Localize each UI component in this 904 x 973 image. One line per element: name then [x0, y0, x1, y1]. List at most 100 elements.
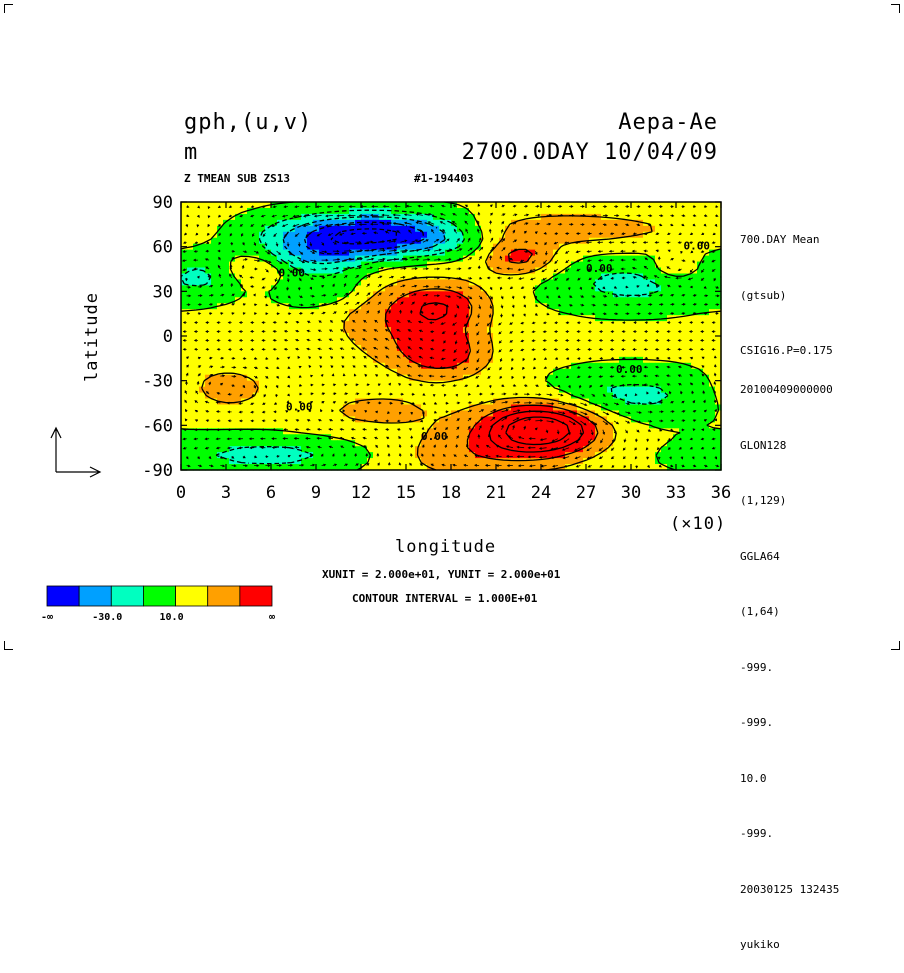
field-cell	[337, 374, 344, 382]
field-cell	[217, 410, 224, 417]
field-cell	[265, 446, 272, 453]
field-cell	[307, 333, 314, 340]
field-cell	[385, 279, 392, 286]
field-cell	[445, 440, 452, 447]
field-cell	[343, 202, 350, 209]
field-cell	[589, 380, 596, 388]
field-cell	[661, 338, 668, 346]
field-cell	[463, 207, 470, 215]
field-cell	[505, 225, 512, 233]
field-cell	[361, 291, 368, 298]
field-cell	[679, 338, 686, 346]
field-cell	[499, 386, 506, 394]
field-cell	[655, 202, 662, 209]
field-cell	[325, 315, 332, 322]
field-cell	[637, 428, 644, 435]
field-cell	[367, 428, 374, 435]
field-cell	[229, 327, 236, 334]
field-cell	[325, 267, 332, 275]
field-cell	[247, 344, 254, 352]
field-cell	[595, 261, 602, 269]
field-cell	[637, 213, 644, 221]
field-cell	[451, 440, 458, 447]
field-cell	[319, 416, 326, 423]
field-cell	[325, 374, 332, 382]
field-cell	[229, 428, 236, 435]
field-cell	[319, 404, 326, 412]
field-cell	[637, 416, 644, 423]
field-cell	[415, 333, 422, 340]
field-cell	[367, 416, 374, 423]
field-cell	[517, 202, 524, 209]
field-cell	[259, 344, 266, 352]
field-cell	[433, 380, 440, 388]
field-cell	[715, 309, 722, 316]
field-cell	[481, 368, 488, 376]
field-cell	[691, 368, 698, 376]
field-cell	[301, 243, 308, 251]
field-cell	[193, 261, 200, 269]
field-cell	[247, 255, 254, 263]
field-cell	[337, 309, 344, 316]
field-cell	[625, 219, 632, 227]
field-cell	[307, 446, 314, 453]
field-cell	[667, 398, 674, 406]
field-cell	[229, 202, 236, 209]
field-cell	[421, 279, 428, 286]
field-cell	[649, 446, 656, 453]
field-cell	[187, 464, 194, 471]
field-cell	[523, 422, 530, 429]
field-cell	[703, 428, 710, 435]
field-cell	[457, 303, 464, 310]
field-cell	[523, 279, 530, 286]
field-cell	[709, 231, 716, 239]
field-cell	[427, 350, 434, 358]
field-cell	[703, 327, 710, 334]
x-tick-label: 27	[576, 483, 596, 503]
field-cell	[331, 249, 338, 257]
field-cell	[703, 374, 710, 382]
field-cell	[601, 237, 608, 245]
field-cell	[361, 267, 368, 275]
field-cell	[259, 273, 266, 281]
field-cell	[685, 327, 692, 334]
field-cell	[559, 297, 566, 304]
field-cell	[691, 458, 698, 465]
field-cell	[673, 303, 680, 310]
field-cell	[193, 452, 200, 459]
field-cell	[253, 309, 260, 316]
field-cell	[337, 386, 344, 394]
field-cell	[187, 213, 194, 221]
field-cell	[391, 213, 398, 221]
field-cell	[715, 291, 722, 298]
field-cell	[619, 273, 626, 281]
field-cell	[307, 315, 314, 322]
field-cell	[565, 434, 572, 441]
field-cell	[319, 392, 326, 400]
field-cell	[235, 249, 242, 257]
field-cell	[235, 362, 242, 370]
field-cell	[685, 291, 692, 298]
field-cell	[583, 333, 590, 340]
field-cell	[517, 219, 524, 227]
field-cell	[199, 380, 206, 388]
field-cell	[583, 273, 590, 281]
field-cell	[535, 327, 542, 334]
field-cell	[709, 202, 716, 209]
field-cell	[421, 386, 428, 394]
field-cell	[337, 338, 344, 346]
field-cell	[409, 225, 416, 233]
field-cell	[259, 285, 266, 292]
field-cell	[541, 392, 548, 400]
field-cell	[193, 464, 200, 471]
field-cell	[529, 279, 536, 286]
field-cell	[343, 392, 350, 400]
field-cell	[553, 422, 560, 429]
field-cell	[541, 255, 548, 263]
field-cell	[493, 261, 500, 269]
field-cell	[301, 344, 308, 352]
field-cell	[499, 207, 506, 215]
field-cell	[685, 416, 692, 423]
field-cell	[415, 309, 422, 316]
field-cell	[715, 350, 722, 358]
